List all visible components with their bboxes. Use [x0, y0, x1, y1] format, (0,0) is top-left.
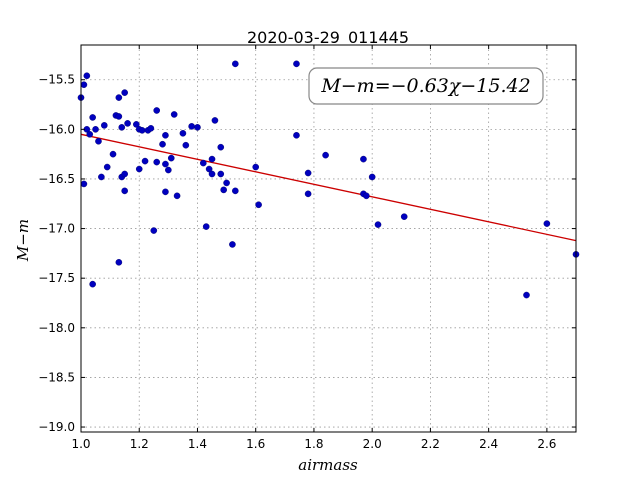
fit-annotation: M−m=−0.63χ−15.42 — [308, 67, 544, 105]
data-point — [121, 89, 128, 96]
plot-frame — [80, 44, 577, 433]
data-point — [133, 121, 140, 128]
data-point — [92, 126, 99, 133]
y-tick-label: −15.5 — [38, 73, 75, 87]
x-tick-label: 1.2 — [130, 437, 149, 451]
data-point — [115, 259, 123, 266]
x-tick-label: 2.4 — [479, 437, 498, 451]
y-tick-label: −18.0 — [38, 321, 75, 335]
data-point — [205, 165, 213, 173]
data-point — [363, 192, 370, 200]
data-point — [162, 188, 169, 196]
y-axis-label: M−m — [14, 219, 32, 262]
data-point — [208, 170, 216, 178]
plot-area — [81, 45, 576, 432]
data-point — [360, 155, 367, 163]
data-point — [400, 213, 408, 220]
data-point — [115, 94, 123, 101]
data-point — [162, 131, 169, 139]
data-point — [159, 140, 166, 148]
data-point — [220, 186, 227, 194]
data-point — [135, 165, 143, 173]
x-axis-label: airmass — [298, 456, 358, 474]
data-point — [217, 170, 225, 178]
data-point — [138, 127, 146, 134]
y-tick-label: −19.0 — [38, 420, 75, 434]
data-point — [89, 280, 96, 288]
data-point — [202, 223, 210, 230]
data-point — [182, 141, 190, 149]
data-point — [89, 114, 96, 121]
data-point — [118, 124, 126, 131]
y-tick-label: −17.5 — [38, 271, 75, 285]
grid-lines — [80, 45, 576, 432]
data-point — [83, 72, 91, 80]
data-point — [208, 155, 216, 163]
data-point — [103, 163, 111, 171]
data-point — [86, 131, 94, 138]
data-point — [322, 151, 329, 159]
data-point — [304, 169, 312, 177]
data-point — [115, 113, 123, 120]
chart-title: 2020-03-29_011445 — [247, 28, 409, 48]
data-point — [153, 158, 161, 166]
data-point — [150, 227, 158, 234]
data-point — [293, 60, 300, 68]
data-point — [252, 163, 260, 171]
x-tick-label: 1.0 — [71, 437, 90, 451]
data-point — [368, 173, 376, 181]
data-point — [199, 159, 207, 167]
data-point — [170, 111, 178, 118]
x-tick-label: 2.0 — [363, 437, 382, 451]
data-point — [167, 154, 175, 162]
data-point — [80, 180, 88, 188]
data-point — [232, 187, 239, 195]
data-point — [543, 220, 551, 227]
data-point — [293, 131, 300, 139]
data-point — [188, 123, 195, 130]
data-point — [147, 125, 155, 132]
annotation-box — [308, 67, 544, 105]
fit-line-group — [80, 133, 577, 242]
data-point — [217, 143, 225, 151]
x-tick-label: 2.2 — [421, 437, 440, 451]
data-point — [255, 201, 262, 209]
fit-equation-label: M−m=−0.63χ−15.42 — [320, 75, 530, 97]
data-point — [523, 291, 530, 299]
data-point — [211, 117, 219, 124]
data-point — [141, 157, 149, 165]
data-point — [165, 166, 172, 174]
data-point — [121, 170, 128, 178]
data-point — [229, 241, 236, 248]
data-point — [223, 179, 230, 187]
data-point — [95, 137, 102, 145]
data-point — [173, 192, 181, 200]
data-point — [232, 60, 239, 68]
data-point — [80, 81, 88, 88]
y-tick-label: −16.0 — [38, 122, 75, 136]
data-point — [109, 150, 117, 158]
fit-line — [80, 133, 577, 242]
data-point — [374, 221, 382, 228]
y-tick-label: −16.5 — [38, 172, 75, 186]
data-points — [77, 60, 580, 299]
y-tick-label: −17.0 — [38, 222, 75, 236]
data-point — [124, 120, 131, 127]
data-point — [304, 190, 312, 198]
data-point — [194, 124, 201, 131]
x-tick-label: 1.8 — [304, 437, 323, 451]
data-point — [153, 107, 161, 114]
axis-ticks: 1.0 1.2 1.4 1.6 1.8 2.0 2.2 2.4 2.6 −15.5 −16.0 −16… — [38, 45, 576, 451]
data-point — [162, 160, 169, 168]
x-tick-label: 1.4 — [188, 437, 207, 451]
x-tick-label: 1.6 — [246, 437, 265, 451]
y-tick-label: −18.5 — [38, 370, 75, 384]
data-point — [121, 187, 128, 195]
data-point — [98, 173, 105, 181]
data-point — [179, 130, 187, 137]
data-point — [100, 122, 108, 129]
x-tick-label: 2.6 — [537, 437, 556, 451]
